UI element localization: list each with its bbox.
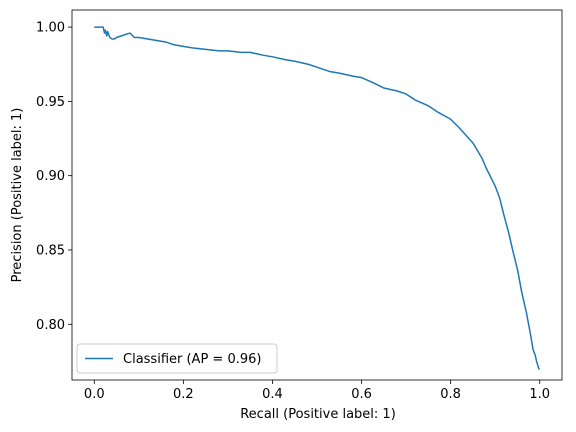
x-tick-label: 0.4 (262, 387, 283, 402)
y-tick-label: 0.90 (36, 169, 65, 184)
x-tick-label: 0.6 (351, 387, 372, 402)
x-tick-label: 0.2 (173, 387, 194, 402)
axes-frame (71, 9, 563, 381)
x-axis-label: Recall (Positive label: 1) (240, 407, 396, 422)
series-line-0 (94, 26, 540, 370)
legend-box (76, 343, 278, 374)
x-tick-label: 1.0 (529, 387, 550, 402)
x-tick-label: 0.8 (440, 387, 461, 402)
legend: Classifier (AP = 0.96) (76, 343, 278, 374)
y-tick-label: 0.80 (36, 318, 65, 333)
y-tick-label: 1.00 (36, 21, 65, 36)
legend-label: Classifier (AP = 0.96) (123, 352, 261, 367)
axes-layer: 0.0 0.2 0.4 0.6 0.8 1.0 0.80 0.85 0.90 0.95 1.00 (36, 9, 563, 402)
y-tick-label: 0.85 (36, 243, 65, 258)
y-tick-label: 0.95 (36, 95, 65, 110)
y-axis-label: Precision (Positive label: 1) (10, 108, 25, 283)
plot-layer (94, 26, 540, 370)
x-tick-label: 0.0 (84, 387, 105, 402)
